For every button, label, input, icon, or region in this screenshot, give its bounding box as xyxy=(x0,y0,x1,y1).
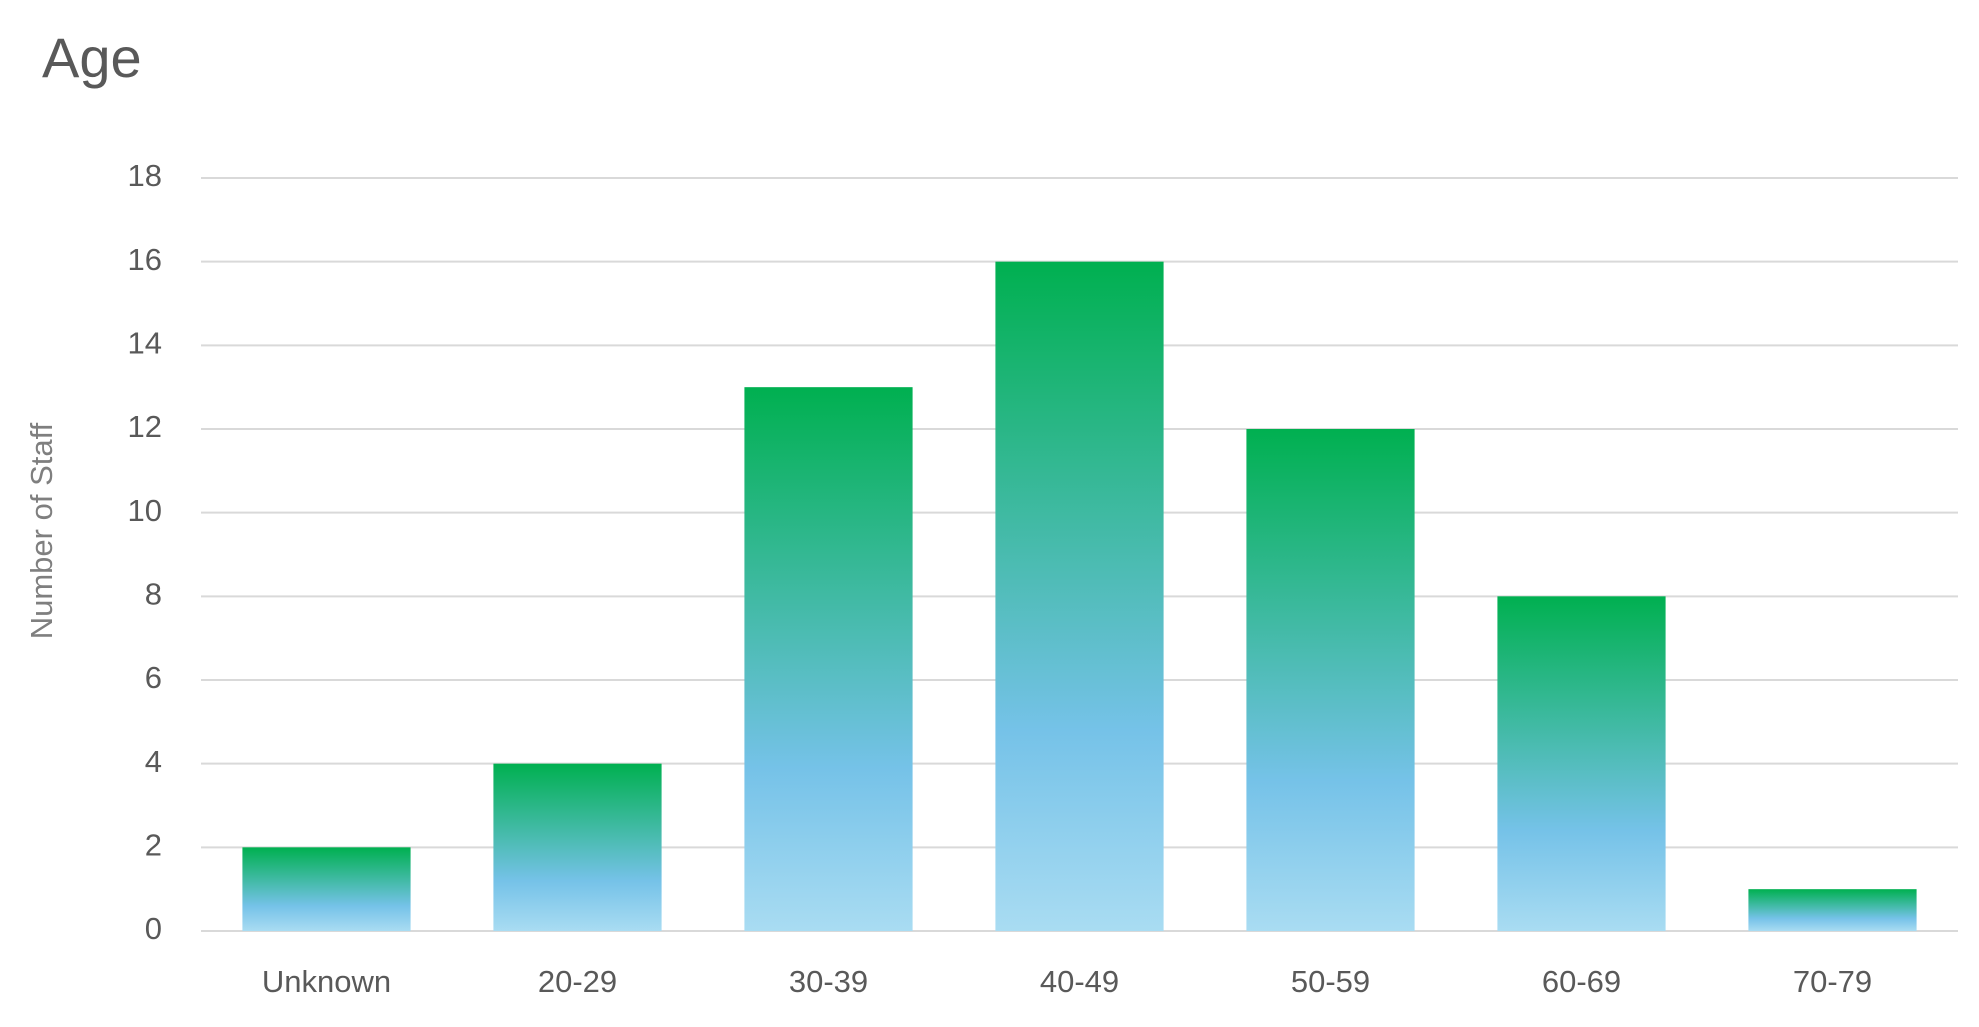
x-tick-label: 70-79 xyxy=(1793,964,1872,999)
x-tick-label: 50-59 xyxy=(1291,964,1370,999)
x-tick-label: 40-49 xyxy=(1040,964,1119,999)
y-tick-label: 6 xyxy=(145,660,162,695)
bar xyxy=(242,847,411,931)
bar xyxy=(493,763,662,931)
x-tick-label: 20-29 xyxy=(538,964,617,999)
bar xyxy=(1497,596,1666,931)
y-tick-label: 14 xyxy=(128,326,162,361)
y-tick-label: 4 xyxy=(145,744,162,779)
y-tick-label: 18 xyxy=(128,158,162,193)
y-tick-label: 10 xyxy=(128,493,162,528)
y-tick-label: 12 xyxy=(128,409,162,444)
y-axis-label: Number of Staff xyxy=(24,422,59,639)
bar xyxy=(1748,889,1917,931)
x-tick-label: 60-69 xyxy=(1542,964,1621,999)
bar xyxy=(995,261,1164,932)
chart-title: Age xyxy=(42,26,142,89)
y-tick-label: 8 xyxy=(145,577,162,612)
x-tick-label: Unknown xyxy=(262,964,391,999)
y-tick-label: 16 xyxy=(128,242,162,277)
y-tick-label: 0 xyxy=(145,911,162,946)
x-tick-label: 30-39 xyxy=(789,964,868,999)
bar xyxy=(744,387,913,932)
y-tick-label: 2 xyxy=(145,828,162,863)
bar xyxy=(1246,429,1415,931)
